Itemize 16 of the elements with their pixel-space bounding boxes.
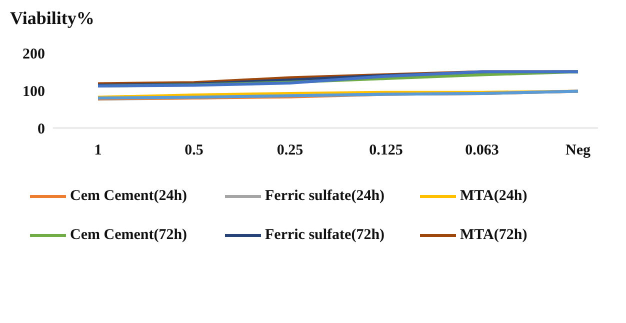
legend-label: Cem Cement(72h) [70,227,188,244]
legend-label: Cem Cement(24h) [70,188,188,205]
x-tick-label: 1 [94,142,102,159]
legend-label: MTA(72h) [460,227,528,244]
y-tick-label: 0 [38,121,45,138]
y-axis-title: Viability% [10,8,94,29]
y-tick-label: 100 [22,84,45,100]
x-tick-label: 0.25 [276,142,304,159]
legend-label: Ferric sulfate(72h) [265,227,385,244]
y-tick-label: 200 [22,46,45,62]
x-tick-label: 0.5 [184,142,204,159]
x-tick-label: 0.125 [369,142,403,159]
legend-label: MTA(24h) [460,188,528,205]
legend-label: Ferric sulfate(24h) [265,188,385,205]
x-tick-label: Neg [566,142,591,159]
x-tick-label: 0.063 [465,142,499,159]
